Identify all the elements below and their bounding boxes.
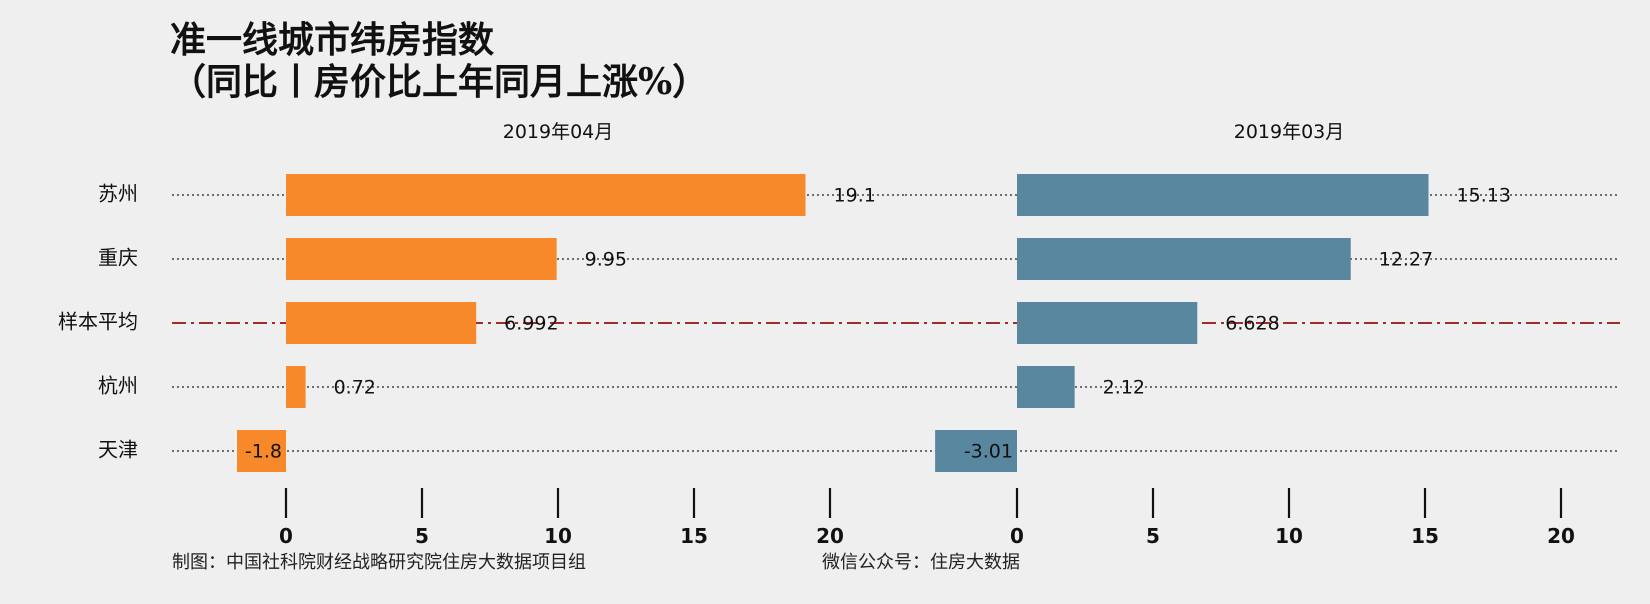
x-tick-label: 20 — [816, 524, 844, 548]
bar — [935, 430, 1017, 472]
x-tick-label: 5 — [1146, 524, 1160, 548]
data-label: -1.8 — [245, 441, 282, 463]
category-label: 天津 — [98, 438, 138, 462]
x-tick-label: 15 — [1411, 524, 1439, 548]
panel-2019-04: 2019年04月 19.1 9.95 6.992 0.72 -1.8 0 5 10 15 20 — [172, 121, 905, 548]
x-tick-label: 10 — [1275, 524, 1303, 548]
data-label: 9.95 — [585, 249, 627, 271]
x-tick-label: 10 — [544, 524, 572, 548]
chart-title: 准一线城市纬房指数 — [170, 19, 494, 61]
bar — [1017, 174, 1429, 216]
chart-subtitle: （同比丨房价比上年同月上涨%） — [170, 61, 708, 103]
bar — [286, 302, 477, 344]
bar — [286, 238, 557, 280]
x-tick-label: 15 — [680, 524, 708, 548]
data-label: 0.72 — [334, 377, 376, 399]
data-label: 2.12 — [1103, 377, 1145, 399]
x-tick-label: 0 — [279, 524, 293, 548]
x-tick-label: 5 — [415, 524, 429, 548]
x-tick-label: 20 — [1547, 524, 1575, 548]
category-label: 苏州 — [98, 182, 138, 206]
data-label: 15.13 — [1457, 185, 1511, 207]
bar — [286, 366, 306, 408]
data-label: 6.628 — [1225, 313, 1279, 335]
category-label: 样本平均 — [58, 310, 138, 334]
bar — [1017, 238, 1351, 280]
panel-title: 2019年04月 — [503, 121, 614, 143]
bar — [1017, 366, 1075, 408]
bar — [286, 174, 806, 216]
panel-2019-03: 2019年03月 15.13 12.27 6.628 2.12 -3.01 0 5 10 15 20 — [905, 121, 1620, 548]
category-label: 杭州 — [98, 374, 138, 398]
category-label: 重庆 — [98, 246, 138, 270]
data-label: 6.992 — [504, 313, 558, 335]
x-tick-label: 0 — [1010, 524, 1024, 548]
caption-wechat: 微信公众号：住房大数据 — [822, 552, 1020, 573]
data-label: 12.27 — [1379, 249, 1433, 271]
bar — [1017, 302, 1198, 344]
data-label: -3.01 — [964, 441, 1013, 463]
caption-source: 制图：中国社科院财经战略研究院住房大数据项目组 — [172, 552, 586, 573]
bar — [237, 430, 286, 472]
data-label: 19.1 — [834, 185, 876, 207]
panel-title: 2019年03月 — [1234, 121, 1345, 143]
